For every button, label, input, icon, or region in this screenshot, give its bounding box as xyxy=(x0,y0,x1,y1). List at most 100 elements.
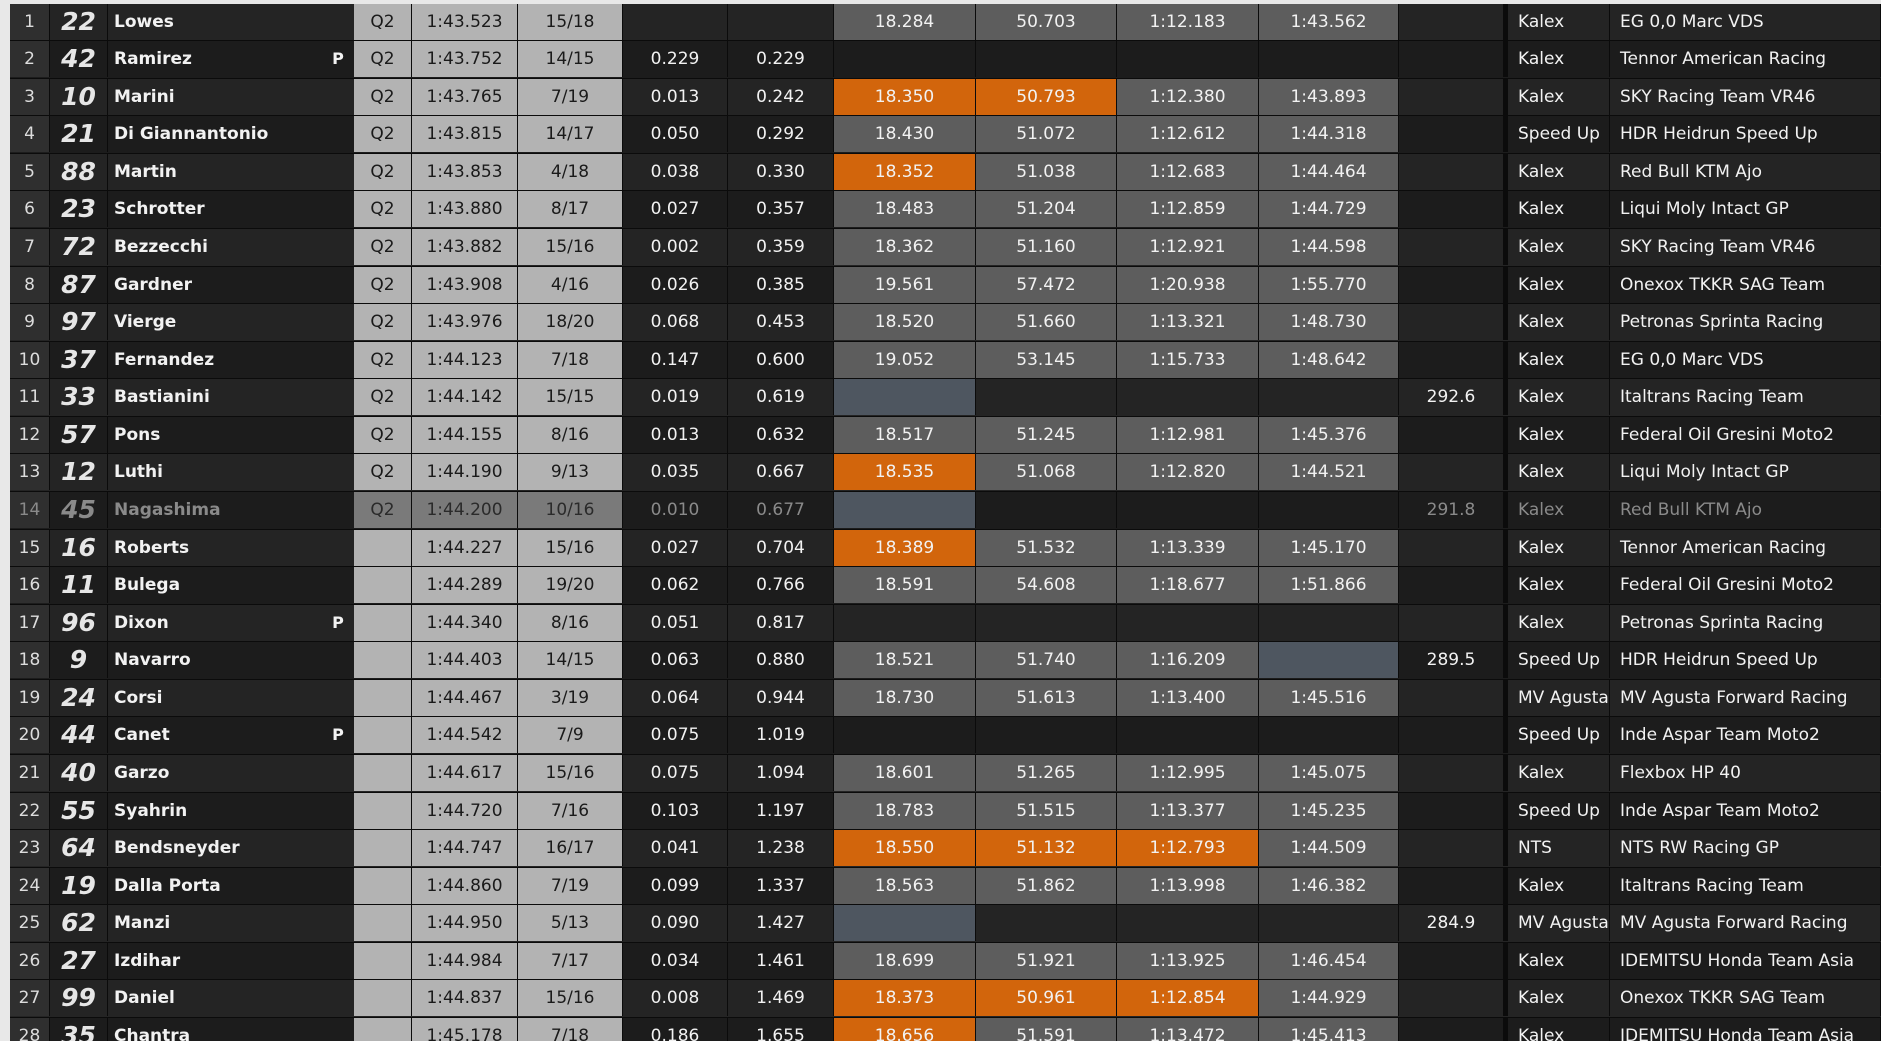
sector-2 xyxy=(976,379,1117,416)
table-row[interactable]: 22 55 Syahrin 1:44.720 7/16 0.103 1.197 18.783 5… xyxy=(10,792,1881,831)
gap-leader: 0.667 xyxy=(728,454,834,491)
gap-leader: 0.600 xyxy=(728,341,834,378)
pit-flag xyxy=(330,417,346,453)
rider-name: Vierge xyxy=(114,312,177,333)
sector-3: 1:13.925 xyxy=(1117,942,1259,979)
gap-previous: 0.099 xyxy=(623,867,728,904)
session-group: Q2 xyxy=(354,229,412,266)
manufacturer: Speed Up xyxy=(1504,792,1610,829)
table-row[interactable]: 8 87 Gardner Q2 1:43.908 4/16 0.026 0.385 19.561… xyxy=(10,266,1881,305)
table-row[interactable]: 1 22 Lowes Q2 1:43.523 15/18 18.284 50.703 1:12.… xyxy=(10,3,1881,42)
table-row[interactable]: 17 96 Dixon P 1:44.340 8/16 0.051 0.817 Kalex Pet… xyxy=(10,604,1881,643)
team: MV Agusta Forward Racing xyxy=(1610,679,1881,716)
best-lap: 1:44.289 xyxy=(412,567,518,604)
table-row[interactable]: 4 21 Di Giannantonio Q2 1:43.815 14/17 0.050 0.… xyxy=(10,116,1881,154)
table-row[interactable]: 24 19 Dalla Porta 1:44.860 7/19 0.099 1.337 18.… xyxy=(10,867,1881,906)
gap-previous: 0.019 xyxy=(623,379,728,416)
team: MV Agusta Forward Racing xyxy=(1610,905,1881,942)
table-row[interactable]: 7 72 Bezzecchi Q2 1:43.882 15/16 0.002 0.359 18.… xyxy=(10,229,1881,267)
sector-3: 1:13.321 xyxy=(1117,304,1259,341)
top-speed xyxy=(1399,980,1504,1017)
session-group: Q2 xyxy=(354,454,412,491)
session-group xyxy=(354,642,412,679)
rider-number: 72 xyxy=(50,229,108,266)
last-lap: 1:51.866 xyxy=(1259,567,1399,604)
manufacturer: Kalex xyxy=(1504,755,1610,791)
pos: 18 xyxy=(10,642,50,679)
sector-2: 51.265 xyxy=(976,755,1117,791)
top-speed xyxy=(1399,304,1504,341)
sector-1: 18.591 xyxy=(834,567,976,604)
table-row[interactable]: 6 23 Schrotter Q2 1:43.880 8/17 0.027 0.357 18.4… xyxy=(10,191,1881,230)
session-group xyxy=(354,679,412,716)
manufacturer: Kalex xyxy=(1504,266,1610,303)
sector-3: 1:13.339 xyxy=(1117,529,1259,566)
gap-previous: 0.026 xyxy=(623,266,728,303)
sector-1 xyxy=(834,905,976,942)
top-speed xyxy=(1399,529,1504,566)
table-row[interactable]: 25 62 Manzi 1:44.950 5/13 0.090 1.427 284.9 MV A… xyxy=(10,905,1881,943)
gap-previous: 0.027 xyxy=(623,529,728,566)
sector-2: 51.613 xyxy=(976,679,1117,716)
sector-1: 18.730 xyxy=(834,679,976,716)
gap-leader: 0.229 xyxy=(728,41,834,78)
table-row[interactable]: 23 64 Bendsneyder 1:44.747 16/17 0.041 1.238 18… xyxy=(10,830,1881,868)
sector-3: 1:12.854 xyxy=(1117,980,1259,1017)
table-row[interactable]: 15 16 Roberts 1:44.227 15/16 0.027 0.704 18.389… xyxy=(10,529,1881,568)
gap-previous: 0.186 xyxy=(623,1017,728,1041)
sector-2 xyxy=(976,41,1117,78)
table-row[interactable]: 21 40 Garzo 1:44.617 15/16 0.075 1.094 18.601 51… xyxy=(10,755,1881,793)
team: SKY Racing Team VR46 xyxy=(1610,229,1881,266)
table-row[interactable]: 28 35 Chantra 1:45.178 7/18 0.186 1.655 18.656 5… xyxy=(10,1017,1881,1041)
sector-3: 1:13.998 xyxy=(1117,867,1259,904)
table-row[interactable]: 26 27 Izdihar 1:44.984 7/17 0.034 1.461 18.699 5… xyxy=(10,942,1881,981)
sector-1: 18.783 xyxy=(834,792,976,829)
lap-count: 19/20 xyxy=(518,567,623,604)
pit-flag xyxy=(330,905,346,941)
table-row[interactable]: 16 11 Bulega 1:44.289 19/20 0.062 0.766 18.591 5… xyxy=(10,567,1881,605)
table-row[interactable]: 18 9 Navarro 1:44.403 14/15 0.063 0.880 18.521 5… xyxy=(10,642,1881,680)
pit-flag xyxy=(330,980,346,1016)
table-row[interactable]: 11 33 Bastianini Q2 1:44.142 15/15 0.019 0.619 2… xyxy=(10,379,1881,417)
table-row[interactable]: 3 10 Marini Q2 1:43.765 7/19 0.013 0.242 18.350 5… xyxy=(10,78,1881,117)
sector-1: 18.601 xyxy=(834,755,976,791)
pos: 26 xyxy=(10,942,50,979)
table-row[interactable]: 13 12 Luthi Q2 1:44.190 9/13 0.035 0.667 18.535 5… xyxy=(10,454,1881,493)
pit-flag xyxy=(330,191,346,227)
pit-flag xyxy=(330,943,346,979)
table-row[interactable]: 2 42 Ramirez P Q2 1:43.752 14/15 0.229 0.229 Kale… xyxy=(10,41,1881,79)
last-lap: 1:45.075 xyxy=(1259,755,1399,791)
best-lap: 1:43.853 xyxy=(412,153,518,190)
manufacturer: Kalex xyxy=(1504,416,1610,453)
table-row[interactable]: 9 97 Vierge Q2 1:43.976 18/20 0.068 0.453 18.520… xyxy=(10,304,1881,342)
table-row[interactable]: 5 88 Martin Q2 1:43.853 4/18 0.038 0.330 18.352 5… xyxy=(10,153,1881,192)
top-speed xyxy=(1399,41,1504,78)
best-lap: 1:43.752 xyxy=(412,41,518,78)
lap-count: 10/16 xyxy=(518,492,623,528)
manufacturer: Kalex xyxy=(1504,492,1610,528)
lap-count: 7/17 xyxy=(518,942,623,979)
table-row[interactable]: 14 45 Nagashima Q2 1:44.200 10/16 0.010 0.677 29… xyxy=(10,492,1881,530)
table-row[interactable]: 10 37 Fernandez Q2 1:44.123 7/18 0.147 0.600 19.… xyxy=(10,341,1881,380)
table-row[interactable]: 12 57 Pons Q2 1:44.155 8/16 0.013 0.632 18.517 51… xyxy=(10,416,1881,455)
top-speed xyxy=(1399,942,1504,979)
sector-1 xyxy=(834,492,976,528)
table-row[interactable]: 20 44 Canet P 1:44.542 7/9 0.075 1.019 Speed Up I… xyxy=(10,717,1881,756)
sector-2: 51.245 xyxy=(976,416,1117,453)
table-row[interactable]: 19 24 Corsi 1:44.467 3/19 0.064 0.944 18.730 51.… xyxy=(10,679,1881,718)
rider-name: Canet xyxy=(114,725,170,746)
manufacturer: Kalex xyxy=(1504,3,1610,40)
sector-1: 18.517 xyxy=(834,416,976,453)
best-lap: 1:44.984 xyxy=(412,942,518,979)
pit-flag xyxy=(330,379,346,415)
rider-number: 64 xyxy=(50,830,108,867)
best-lap: 1:44.837 xyxy=(412,980,518,1017)
table-row[interactable]: 27 99 Daniel 1:44.837 15/16 0.008 1.469 18.373 5… xyxy=(10,980,1881,1018)
best-lap: 1:44.340 xyxy=(412,604,518,641)
manufacturer: MV Agusta xyxy=(1504,679,1610,716)
sector-2: 51.921 xyxy=(976,942,1117,979)
sector-1: 19.561 xyxy=(834,266,976,303)
sector-1: 18.430 xyxy=(834,116,976,153)
gap-leader: 0.880 xyxy=(728,642,834,679)
